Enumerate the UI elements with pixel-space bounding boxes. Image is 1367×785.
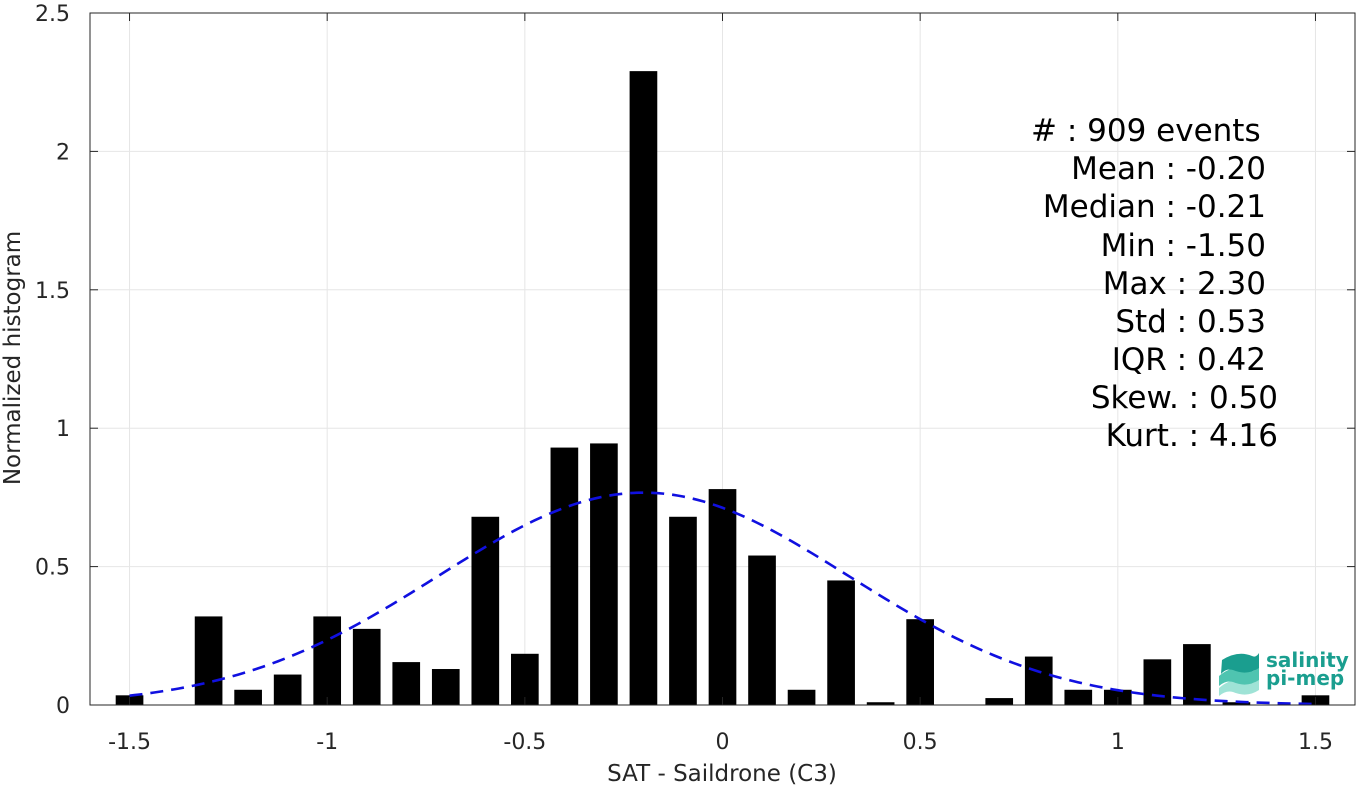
histogram-bar-5 [352, 628, 381, 705]
histogram-bar-10 [550, 447, 579, 705]
histogram-bar-16 [787, 689, 816, 705]
stats-count: # : 909 events [1031, 113, 1261, 149]
x-tick-label-3: 0 [716, 730, 730, 755]
histogram-bar-3 [273, 674, 302, 705]
histogram-bar-25 [1143, 659, 1172, 705]
stats-max: Max : 2.30 [1103, 266, 1266, 302]
wave-icon [1219, 653, 1259, 696]
histogram-bar-15 [748, 555, 776, 705]
salinity-pimep-logo: salinity pi-mep [1219, 648, 1349, 696]
axis-ticks: -1.5 -1 -0.5 0 0.5 1 1.5 0 0.5 1 1.5 2 2.5 [35, 2, 1355, 755]
histogram-bar-2 [234, 689, 262, 705]
stats-kurt: Kurt. : 4.16 [1106, 418, 1278, 454]
stats-skew: Skew. : 0.50 [1091, 380, 1278, 416]
histogram-bar-13 [669, 516, 697, 705]
histogram-bar-9 [511, 653, 539, 705]
histogram-bar-17 [827, 580, 855, 705]
histogram-bar-1 [194, 616, 223, 705]
stats-iqr: IQR : 0.42 [1112, 342, 1266, 378]
histogram-bars [115, 71, 1330, 706]
y-tick-label-1: 0.5 [35, 556, 70, 581]
histogram-bar-21 [985, 698, 1014, 705]
histogram-bar-8 [471, 516, 500, 705]
histogram-bar-7 [431, 669, 460, 705]
normal-fit-curve [129, 491, 1316, 706]
stats-mean: Mean : -0.20 [1071, 151, 1266, 187]
histogram-bar-11 [590, 443, 618, 705]
histogram-bar-23 [1064, 689, 1093, 705]
x-tick-label-6: 1.5 [1298, 730, 1333, 755]
x-tick-label-5: 1 [1111, 730, 1125, 755]
histogram-bar-4 [313, 616, 342, 705]
histogram-bar-26 [1183, 644, 1211, 705]
x-tick-label-1: -1 [316, 730, 338, 755]
logo-line1: salinity [1266, 648, 1349, 672]
y-tick-label-3: 1.5 [35, 279, 70, 304]
histogram-bar-6 [392, 662, 421, 705]
histogram-bar-22 [1024, 656, 1053, 705]
x-axis-label: SAT - Saildrone (C3) [607, 761, 837, 785]
x-tick-label-4: 0.5 [903, 730, 938, 755]
y-tick-label-2: 1 [56, 417, 70, 442]
x-tick-label-0: -1.5 [108, 730, 151, 755]
stats-std: Std : 0.53 [1115, 304, 1266, 340]
x-tick-label-2: -0.5 [503, 730, 546, 755]
y-tick-label-0: 0 [56, 694, 70, 719]
histogram-bar-18 [866, 702, 895, 705]
stats-min: Min : -1.50 [1101, 228, 1266, 264]
histogram-bar-12 [629, 71, 658, 706]
stats-median: Median : -0.21 [1043, 189, 1266, 225]
y-axis-label: Normalized histogram [0, 231, 26, 485]
logo-line2: pi-mep [1266, 666, 1344, 690]
histogram-bar-27 [1222, 702, 1251, 705]
stats-box: # : 909 events Mean : -0.20 Median : -0.… [1031, 113, 1278, 454]
histogram-bar-19 [906, 619, 934, 705]
y-tick-label-4: 2 [56, 140, 70, 165]
histogram-bar-14 [708, 489, 737, 705]
y-tick-label-5: 2.5 [35, 2, 70, 27]
